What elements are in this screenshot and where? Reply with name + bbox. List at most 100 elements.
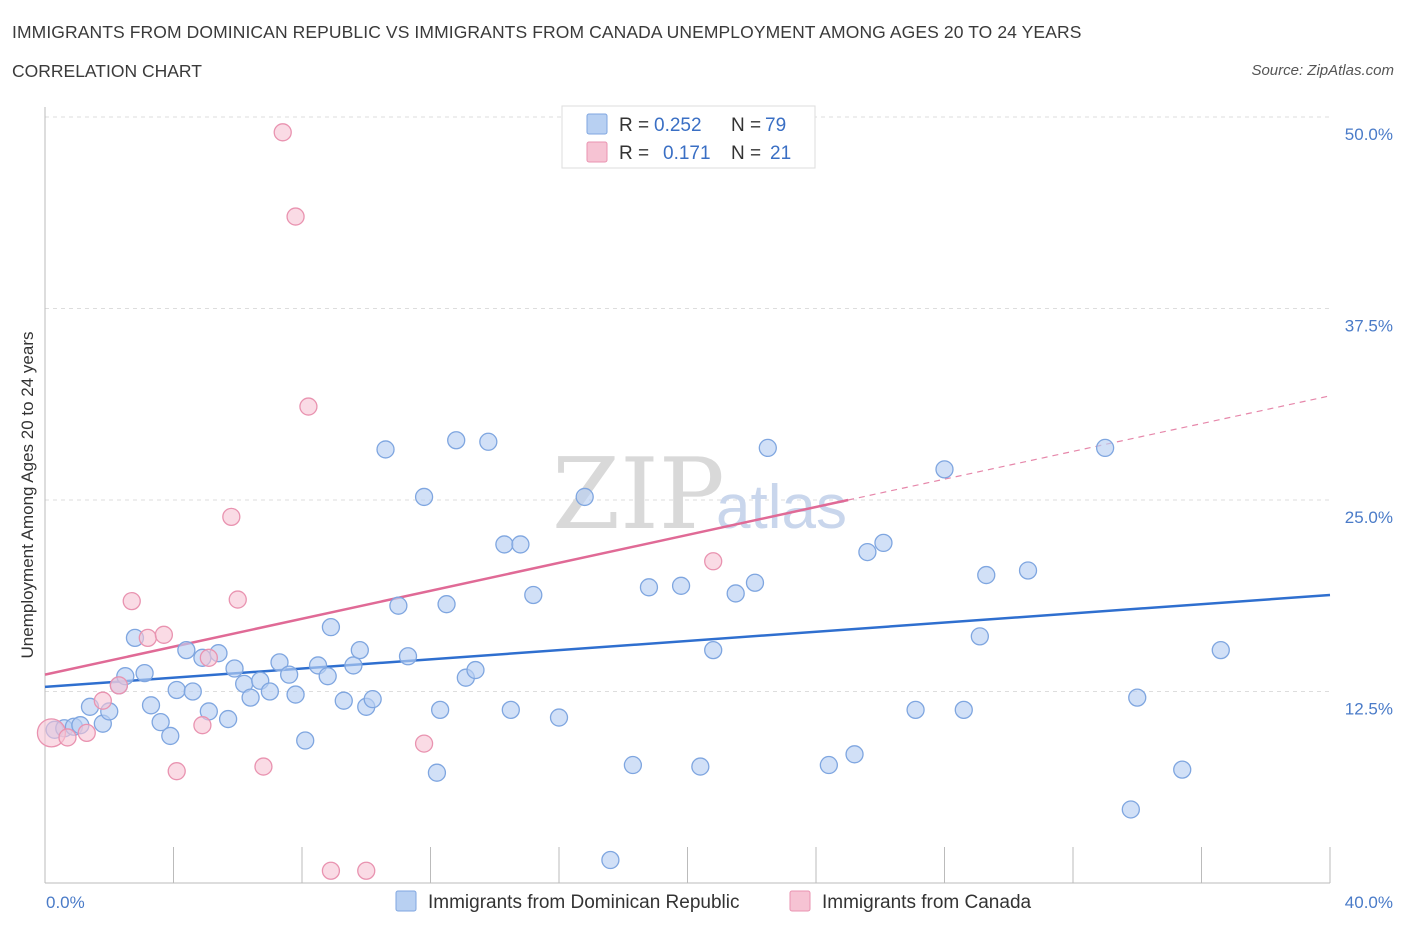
point-dominican-republic-43 [430,700,450,720]
point-dominican-republic-58 [671,576,691,595]
point-dominican-republic-74 [1095,438,1115,458]
point-dominican-republic-75 [1121,800,1140,819]
point-dominican-republic-32 [321,618,341,637]
point-dominican-republic-57 [639,578,659,597]
point-dominican-republic-37 [363,690,382,709]
bottom-legend-label-pink: Immigrants from Canada [822,892,1032,913]
point-dominican-republic-42 [427,763,447,782]
point-dominican-republic-66 [858,542,877,562]
point-dominican-republic-61 [726,584,745,603]
point-dominican-republic-28 [286,685,305,704]
point-canada-8 [167,762,186,781]
point-canada-19 [414,734,434,753]
y-tick-labels: 12.5% 25.0% 37.5% 50.0% [1345,125,1393,719]
point-canada-17 [321,861,341,880]
legend-blue-r-label: R = [619,115,649,136]
point-canada-6 [138,628,157,648]
watermark-atlas: atlas [716,473,847,542]
point-dominican-republic-55 [601,850,620,870]
point-canada-11 [222,507,241,527]
legend-blue-r-value: 0.252 [654,115,702,136]
point-dominican-republic-16 [183,682,202,701]
series-legend: Immigrants from Dominican Republic Immig… [395,890,1032,913]
legend-pink-n-value: 21 [770,143,791,164]
point-canada-9 [193,716,212,735]
point-dominican-republic-64 [819,755,838,775]
point-canada-3 [93,691,112,710]
legend-blue-n-value: 79 [765,115,786,136]
point-canada-20 [704,552,723,571]
bottom-legend-swatch-pink [789,890,811,912]
point-dominican-republic-33 [334,691,353,710]
point-canada-5 [122,591,141,611]
point-canada-10 [199,648,218,667]
point-dominican-republic-67 [874,533,893,553]
point-canada-4 [109,676,129,695]
point-dominican-republic-52 [524,585,543,605]
point-dominican-republic-78 [1211,640,1230,660]
legend-blue-n-label: N = [731,115,761,136]
point-dominican-republic-14 [167,680,186,700]
point-dominican-republic-41 [414,487,434,507]
point-dominican-republic-50 [501,700,520,720]
y-axis-label: Unemployment Among Ages 20 to 24 years [18,332,37,659]
series-dominican-republic [45,431,1230,870]
legend-swatch-blue [586,113,608,135]
point-dominican-republic-47 [466,660,485,680]
point-dominican-republic-31 [318,667,337,686]
point-dominican-republic-54 [575,487,594,507]
point-dominican-republic-11 [141,696,161,715]
point-dominican-republic-26 [270,653,289,672]
point-canada-12 [228,590,247,609]
point-dominican-republic-56 [623,755,643,775]
point-canada-13 [254,757,273,776]
point-dominican-republic-25 [260,682,280,701]
point-canada-15 [286,207,305,226]
axes [44,107,1331,884]
point-dominican-republic-69 [935,460,954,479]
point-dominican-republic-63 [758,438,777,458]
y-tick-label-2: 37.5% [1345,317,1393,336]
point-dominican-republic-59 [691,757,710,776]
x-tick-label-1: 40.0% [1345,893,1393,912]
chart-title: IMMIGRANTS FROM DOMINICAN REPUBLIC VS IM… [12,22,1082,42]
x-tick-label-0: 0.0% [46,893,85,912]
point-dominican-republic-71 [970,627,989,646]
point-dominican-republic-44 [437,595,456,614]
trend-line-dominican-republic [44,593,1331,689]
point-dominican-republic-38 [376,440,395,459]
point-dominican-republic-68 [906,700,925,720]
bottom-legend-swatch-blue [395,890,417,912]
point-canada-18 [357,861,376,880]
point-canada-14 [273,123,292,142]
point-dominican-republic-49 [495,535,514,554]
legend-pink-r-value: 0.171 [663,143,711,164]
point-canada-7 [154,625,174,644]
y-tick-label-1: 25.0% [1345,508,1393,527]
point-dominican-republic-73 [1018,561,1038,580]
point-dominican-republic-72 [977,565,996,585]
legend-swatch-pink [586,141,608,163]
point-dominican-republic-13 [161,726,180,746]
point-dominican-republic-51 [511,535,530,554]
point-dominican-republic-77 [1173,760,1192,779]
trend-line-canada [44,498,849,676]
point-dominican-republic-15 [177,640,196,660]
y-tick-label-0: 12.5% [1345,700,1393,719]
point-canada-2 [77,723,96,743]
trend-line-canada-extrapolated [847,395,1331,501]
point-dominican-republic-76 [1128,688,1147,707]
chart-subtitle: CORRELATION CHART [12,61,202,81]
x-tick-labels: 0.0% 40.0% [46,893,1393,912]
point-dominican-republic-29 [296,731,315,750]
y-tick-label-3: 50.0% [1345,125,1393,144]
point-dominican-republic-62 [745,573,765,592]
point-dominican-republic-35 [350,640,369,660]
point-dominican-republic-12 [151,712,170,732]
point-dominican-republic-65 [845,745,864,764]
point-dominican-republic-21 [225,659,244,678]
point-dominican-republic-45 [447,431,466,450]
point-canada-16 [299,397,318,416]
point-dominican-republic-20 [218,709,238,729]
